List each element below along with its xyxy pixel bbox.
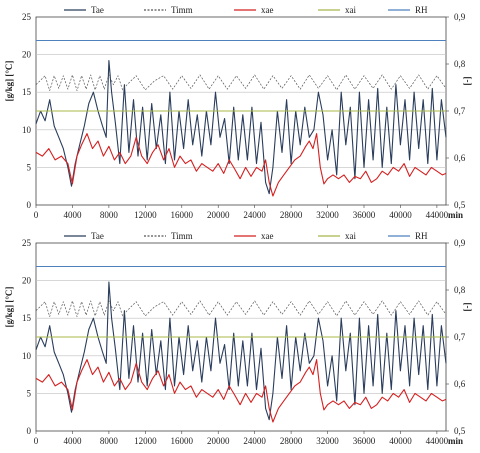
y-tick-label: 10 xyxy=(22,125,32,135)
x-tick-label: 44000 xyxy=(426,210,449,220)
y-tick-label: 5 xyxy=(27,162,32,172)
x-tick-label: 4000 xyxy=(63,436,82,446)
y-tick-label: 15 xyxy=(22,87,32,97)
legend-label-rh: RH xyxy=(415,231,428,241)
x-tick-label: 36000 xyxy=(353,436,376,446)
series-line-tae xyxy=(35,281,447,421)
series-line-timm xyxy=(35,300,447,318)
y2-axis-label: [-] xyxy=(462,303,472,312)
legend-label-xae: xae xyxy=(261,231,274,241)
series-line-timm xyxy=(35,74,447,92)
legend-label-xai: xai xyxy=(345,5,356,15)
y2-tick-label: 0,8 xyxy=(454,59,466,69)
x-tick-label: 12000 xyxy=(134,210,157,220)
series-line-tae xyxy=(35,60,447,195)
y2-tick-label: 0,5 xyxy=(454,200,466,210)
x-tick-label: 20000 xyxy=(207,210,230,220)
y-tick-label: 25 xyxy=(22,238,32,248)
series-line-xae xyxy=(35,133,447,197)
x-tick-label: 4000 xyxy=(63,210,82,220)
legend-label-timm: Timm xyxy=(171,231,193,241)
legend-label-xai: xai xyxy=(345,231,356,241)
x-unit-label: min xyxy=(448,210,463,220)
y2-tick-label: 0,7 xyxy=(454,106,466,116)
chart-top: 0 5 10 15 20 25 0,5 0,6 0,7 0,8 0,9 0 4000 8000 12000 1… xyxy=(4,5,472,220)
x-tick-label: 44000 xyxy=(426,436,449,446)
y-tick-label: 25 xyxy=(22,12,32,22)
y2-tick-label: 0,5 xyxy=(454,426,466,436)
y2-tick-label: 0,7 xyxy=(454,332,466,342)
x-tick-label: 28000 xyxy=(280,210,303,220)
legend-label-tae: Tae xyxy=(91,231,104,241)
y2-tick-label: 0,9 xyxy=(454,238,466,248)
x-tick-label: 20000 xyxy=(207,436,230,446)
y2-axis-label: [-] xyxy=(462,77,472,86)
x-tick-label: 8000 xyxy=(100,210,119,220)
x-tick-label: 28000 xyxy=(280,436,303,446)
x-tick-label: 40000 xyxy=(389,210,412,220)
series-line-xae xyxy=(35,359,447,423)
x-tick-label: 36000 xyxy=(353,210,376,220)
y-tick-label: 5 xyxy=(27,388,32,398)
x-tick-label: 32000 xyxy=(316,210,339,220)
y2-tick-label: 0,8 xyxy=(454,285,466,295)
x-tick-label: 8000 xyxy=(100,436,119,446)
x-tick-label: 32000 xyxy=(316,436,339,446)
x-tick-label: 0 xyxy=(34,436,39,446)
x-tick-label: 40000 xyxy=(389,436,412,446)
legend-label-rh: RH xyxy=(415,5,428,15)
x-tick-label: 16000 xyxy=(171,210,194,220)
y-tick-label: 10 xyxy=(22,351,32,361)
legend-label-tae: Tae xyxy=(91,5,104,15)
x-tick-label: 24000 xyxy=(243,436,266,446)
x-tick-label: 16000 xyxy=(171,436,194,446)
y2-tick-label: 0,6 xyxy=(454,379,466,389)
y-tick-label: 20 xyxy=(22,276,32,286)
y-tick-label: 20 xyxy=(22,50,32,60)
chart-bottom: 0 5 10 15 20 25 0,5 0,6 0,7 0,8 0,9 0 4000 8000 12000 1… xyxy=(4,231,472,446)
y-tick-label: 0 xyxy=(27,200,32,210)
y-tick-label: 15 xyxy=(22,313,32,323)
y2-tick-label: 0,6 xyxy=(454,153,466,163)
x-tick-label: 24000 xyxy=(243,210,266,220)
x-unit-label: min xyxy=(448,436,463,446)
legend-label-xae: xae xyxy=(261,5,274,15)
legend-label-timm: Timm xyxy=(171,5,193,15)
x-tick-label: 0 xyxy=(34,210,39,220)
y2-tick-label: 0,9 xyxy=(454,12,466,22)
y-axis-label: [g/kg] [°C] xyxy=(4,287,14,328)
y-tick-label: 0 xyxy=(27,426,32,436)
x-tick-label: 12000 xyxy=(134,436,157,446)
y-axis-label: [g/kg] [°C] xyxy=(4,61,14,102)
